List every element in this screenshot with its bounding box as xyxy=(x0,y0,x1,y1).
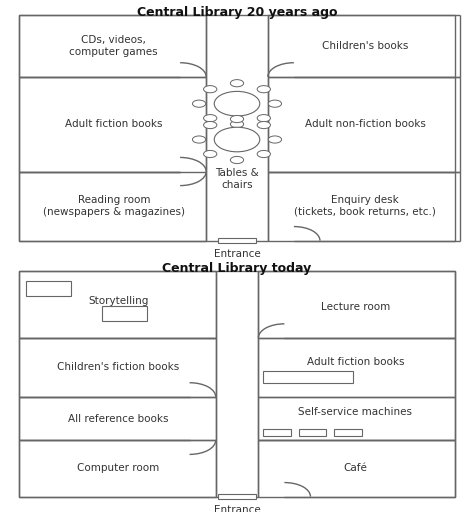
Text: Tables &
chairs: Tables & chairs xyxy=(215,168,259,190)
Circle shape xyxy=(268,136,282,143)
Circle shape xyxy=(192,136,206,143)
Bar xyxy=(26,281,71,296)
Text: Adult non-fiction books: Adult non-fiction books xyxy=(304,119,426,129)
Text: Children's fiction books: Children's fiction books xyxy=(57,362,180,372)
Circle shape xyxy=(203,121,217,129)
Text: Entrance: Entrance xyxy=(214,505,260,512)
Circle shape xyxy=(257,115,271,122)
Text: Reading room
(newspapers & magazines): Reading room (newspapers & magazines) xyxy=(43,195,185,217)
Circle shape xyxy=(257,86,271,93)
Bar xyxy=(218,239,256,243)
Circle shape xyxy=(192,100,206,108)
Text: Café: Café xyxy=(344,463,367,474)
Text: CDs, videos,
computer games: CDs, videos, computer games xyxy=(70,35,158,57)
Circle shape xyxy=(268,100,282,108)
Circle shape xyxy=(257,121,271,129)
Text: Computer room: Computer room xyxy=(77,463,160,474)
Circle shape xyxy=(257,151,271,158)
Text: Adult fiction books: Adult fiction books xyxy=(307,357,404,367)
Circle shape xyxy=(203,115,217,122)
Bar xyxy=(102,306,147,322)
Circle shape xyxy=(230,157,244,164)
Bar xyxy=(19,15,455,241)
Bar xyxy=(263,371,353,383)
Bar xyxy=(218,489,256,499)
Bar xyxy=(19,271,455,497)
Text: Entrance: Entrance xyxy=(214,249,260,260)
Text: Self-service machines: Self-service machines xyxy=(299,407,412,417)
Text: Sofa: Sofa xyxy=(38,284,59,293)
Bar xyxy=(299,429,326,436)
Circle shape xyxy=(230,115,244,122)
Bar xyxy=(334,429,362,436)
Bar xyxy=(218,495,256,499)
Text: All reference books: All reference books xyxy=(68,414,169,423)
Circle shape xyxy=(203,86,217,93)
Circle shape xyxy=(230,120,244,127)
Bar xyxy=(263,429,291,436)
Circle shape xyxy=(214,91,260,116)
Text: Children's books: Children's books xyxy=(322,41,408,51)
Circle shape xyxy=(230,80,244,87)
Bar xyxy=(218,233,256,243)
Text: Central Library today: Central Library today xyxy=(163,262,311,275)
Circle shape xyxy=(214,127,260,152)
Text: Lecture room: Lecture room xyxy=(321,302,390,312)
Text: Enquiry desk
(tickets, book returns, etc.): Enquiry desk (tickets, book returns, etc… xyxy=(294,195,436,217)
Text: Central Library 20 years ago: Central Library 20 years ago xyxy=(137,6,337,19)
Circle shape xyxy=(203,151,217,158)
Text: Adult fiction books: Adult fiction books xyxy=(65,119,163,129)
Text: Sofa: Sofa xyxy=(114,309,135,318)
Text: Information desk: Information desk xyxy=(270,372,346,381)
Text: Storytelling
events: Storytelling events xyxy=(88,296,149,318)
